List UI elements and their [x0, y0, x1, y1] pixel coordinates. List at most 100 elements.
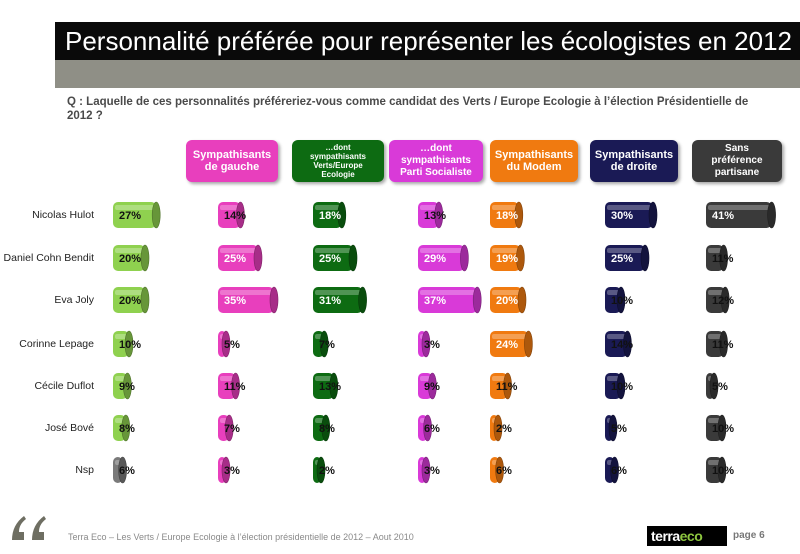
bar-body — [313, 202, 342, 228]
bar: 18% — [313, 201, 347, 229]
bar: 10% — [706, 456, 734, 484]
bar-highlight — [315, 205, 340, 210]
bar-highlight — [708, 248, 722, 253]
bar-body — [490, 331, 529, 357]
bar-highlight — [115, 205, 155, 210]
bar: 6% — [605, 456, 627, 484]
bar-body — [218, 287, 274, 313]
bar-cap — [610, 456, 619, 484]
bar-cap — [623, 330, 632, 358]
data-label: 35% — [224, 295, 246, 307]
bar: 6% — [113, 456, 135, 484]
bar: 5% — [218, 330, 240, 358]
bar-body — [218, 202, 241, 228]
data-label: 6% — [424, 423, 440, 435]
data-label: 14% — [611, 339, 633, 351]
bar-body — [490, 245, 521, 271]
data-label: 29% — [424, 253, 446, 265]
bar: 9% — [113, 372, 135, 400]
bar-cap — [231, 372, 240, 400]
bar-highlight — [708, 418, 720, 423]
bar: 25% — [218, 244, 263, 272]
bar-highlight — [607, 205, 651, 210]
bar: 20% — [490, 286, 527, 314]
bar-cap — [423, 414, 432, 442]
data-label: 10% — [712, 423, 734, 435]
bar-cap — [709, 372, 719, 400]
data-label: 3% — [224, 465, 240, 477]
bar-highlight — [492, 334, 527, 339]
data-label: 11% — [224, 381, 246, 393]
bar-cap — [517, 286, 527, 314]
bar: 12% — [706, 286, 734, 314]
bar-highlight — [115, 248, 143, 253]
data-label: 5% — [224, 339, 240, 351]
bar-body — [605, 331, 628, 357]
bar-body — [313, 287, 363, 313]
bar-cap — [348, 244, 358, 272]
data-label: 14% — [224, 210, 246, 222]
bar-highlight — [420, 376, 431, 381]
logo-part2: eco — [679, 528, 703, 544]
bar: 7% — [218, 414, 240, 442]
bar-cap — [516, 244, 525, 272]
question-text: Q : Laquelle de ces personnalités préfér… — [67, 96, 749, 122]
bar: 9% — [418, 372, 440, 400]
bar-highlight — [420, 248, 463, 253]
bar-cap — [719, 244, 728, 272]
bar-cap — [493, 414, 503, 442]
data-label: 37% — [424, 295, 446, 307]
bar-cap — [140, 244, 150, 272]
bar: 10% — [706, 414, 734, 442]
bar-highlight — [220, 290, 272, 295]
bar-cap — [428, 372, 437, 400]
data-label: 9% — [119, 381, 135, 393]
bar: 13% — [418, 201, 446, 229]
bar-cap — [421, 456, 431, 484]
bar-cap — [118, 456, 127, 484]
bar-cap — [503, 372, 512, 400]
bar-cap — [124, 330, 134, 358]
bar: 14% — [218, 201, 246, 229]
data-label: 6% — [611, 465, 627, 477]
quote-icon — [12, 516, 46, 540]
bar-cap — [337, 201, 347, 229]
bar-body — [706, 245, 724, 271]
bar-cap — [616, 372, 626, 400]
data-label: 19% — [496, 253, 518, 265]
bar-cap — [123, 372, 132, 400]
data-label: 18% — [496, 210, 518, 222]
bar-body — [418, 245, 465, 271]
data-label: 20% — [496, 295, 518, 307]
data-label: 31% — [319, 295, 341, 307]
bar-cap — [253, 244, 263, 272]
bar-body — [113, 331, 129, 357]
bar-highlight — [115, 334, 127, 339]
data-label: 20% — [119, 253, 141, 265]
bar: 3% — [418, 456, 440, 484]
column-header-4: Sympathisants du Modem — [490, 140, 578, 182]
bar-cap — [358, 286, 367, 314]
bar: 20% — [113, 244, 150, 272]
data-label: 8% — [119, 423, 135, 435]
bar-body — [706, 415, 722, 441]
bar: 10% — [605, 286, 633, 314]
bar-highlight — [492, 376, 506, 381]
bar-highlight — [220, 376, 234, 381]
data-label: 13% — [319, 381, 341, 393]
data-label: 25% — [319, 253, 341, 265]
bar: 13% — [313, 372, 341, 400]
bar-highlight — [607, 334, 626, 339]
bar-cap — [767, 201, 776, 229]
bar-body — [706, 331, 724, 357]
bar: 5% — [706, 372, 728, 400]
column-header-label: Sympathisants de droite — [594, 149, 674, 173]
bar-cap — [421, 330, 431, 358]
column-header-label: …dont sympathisants Parti Socialiste — [400, 143, 472, 178]
row-label: José Bové — [44, 422, 94, 434]
bar: 25% — [313, 244, 358, 272]
bar-body — [605, 245, 645, 271]
logo-part1: terra — [651, 528, 680, 544]
data-label: 18% — [319, 210, 341, 222]
